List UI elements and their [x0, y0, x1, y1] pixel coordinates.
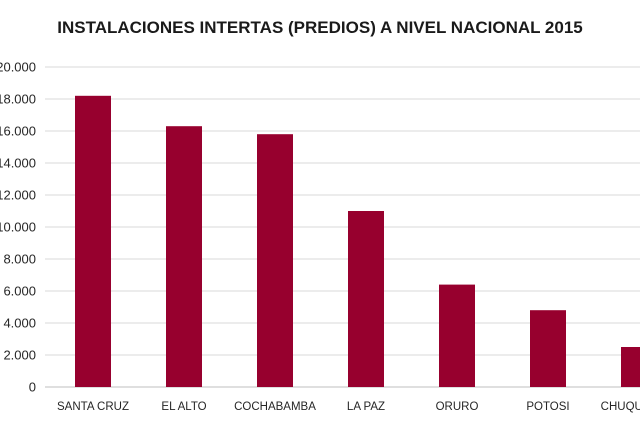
bar-oruro	[439, 284, 475, 387]
y-tick-label: 18.000	[0, 92, 36, 107]
y-tick-label: 14.000	[0, 156, 36, 171]
y-tick-label: 6.000	[3, 284, 36, 299]
x-category-label: ORURO	[436, 401, 479, 413]
y-tick-label: 8.000	[3, 252, 36, 267]
x-category-label: SANTA CRUZ	[57, 401, 129, 413]
x-category-label: EL ALTO	[161, 401, 206, 413]
x-category-label: CHUQUISACA	[601, 401, 640, 413]
x-category-label: POTOSI	[526, 401, 569, 413]
y-tick-label: 20.000	[0, 60, 36, 75]
y-tick-label: 2.000	[3, 348, 36, 363]
bar-santa-cruz	[75, 95, 111, 388]
y-tick-label: 10.000	[0, 220, 36, 235]
y-tick-label: 4.000	[3, 316, 36, 331]
bar-chuquisaca	[621, 347, 640, 387]
bar-el-alto	[166, 126, 202, 387]
chart-title: INSTALACIONES INTERTAS (PREDIOS) A NIVEL…	[57, 18, 583, 37]
x-category-label: LA PAZ	[347, 401, 385, 413]
bar-potosi	[530, 310, 566, 387]
y-tick-label: 16.000	[0, 124, 36, 139]
bar-la-paz	[348, 211, 384, 387]
y-tick-label: 0	[29, 380, 36, 395]
bar-cochabamba	[257, 134, 293, 387]
y-tick-label: 12.000	[0, 188, 36, 203]
x-category-label: COCHABAMBA	[234, 401, 316, 413]
